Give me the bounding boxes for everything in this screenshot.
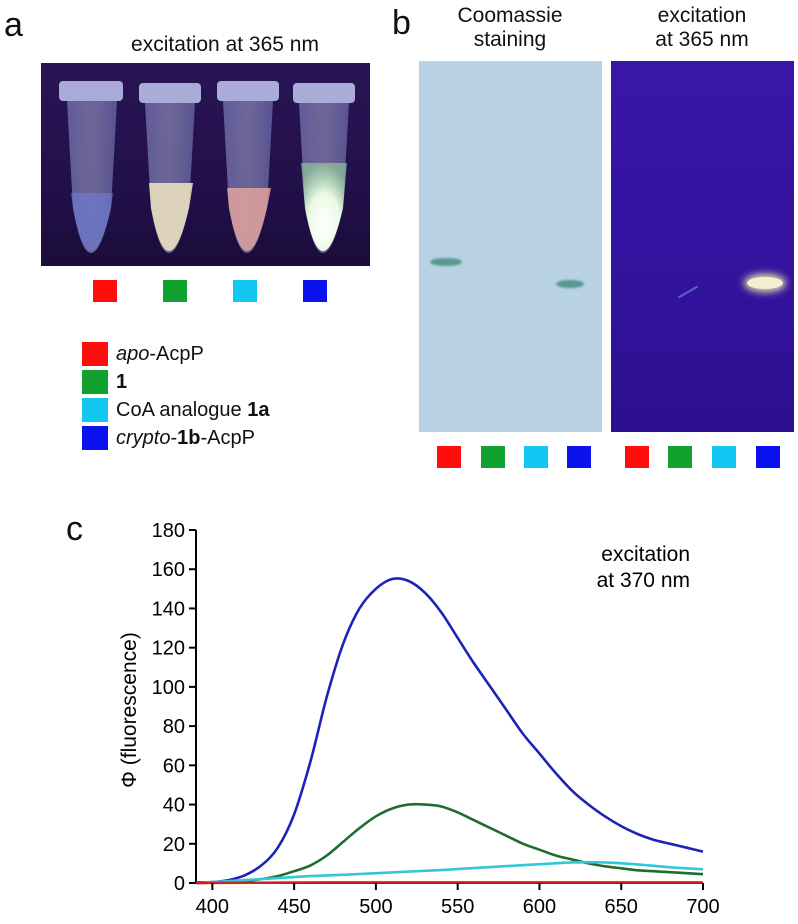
- swatch-b-cyan-2: [712, 446, 736, 468]
- legend-label: CoA analogue 1a: [116, 398, 270, 421]
- x-tick-label: 450: [277, 896, 310, 918]
- y-tick-label: 180: [152, 520, 185, 542]
- swatch-b-red-1: [437, 446, 461, 468]
- swatch-b-green-1: [481, 446, 505, 468]
- tubes-illustration: [59, 81, 355, 253]
- swatch-b-blue-2: [756, 446, 780, 468]
- legend-label: crypto-1b-AcpP: [116, 426, 255, 449]
- panel-c-letter: c: [66, 510, 83, 548]
- chart-annotation-2: at 370 nm: [597, 569, 690, 592]
- swatch-b-blue-1: [567, 446, 591, 468]
- y-tick-label: 140: [152, 598, 185, 620]
- legend-item-crypto: crypto-1b-AcpP: [82, 425, 255, 451]
- panel-b-letter: b: [392, 4, 411, 42]
- swatch-a-cyan: [233, 280, 257, 302]
- panel-a-letter: a: [4, 6, 23, 44]
- tubes-photo: [41, 63, 370, 266]
- gel-band-1: [430, 258, 462, 266]
- y-tick-label: 120: [152, 638, 185, 660]
- swatch-b-cyan-1: [524, 446, 548, 468]
- series-line-3: [195, 881, 703, 885]
- legend-label: apo-AcpP: [116, 342, 204, 365]
- swatch-a-red: [93, 280, 117, 302]
- fluor-band: [747, 277, 783, 289]
- y-tick-label: 100: [152, 677, 185, 699]
- series-line-2: [195, 860, 704, 885]
- chart-annotation-1: excitation: [601, 543, 690, 566]
- tube-caps: [59, 81, 355, 103]
- x-tick-label: 400: [196, 896, 229, 918]
- fluor-streak: [677, 285, 699, 299]
- y-tick-label: 0: [174, 873, 185, 895]
- fluorescence-spectrum-chart: 0 20 40 60 80 100 120 140 160 180 400 450 500 550 600 6…: [118, 520, 720, 918]
- series-line-1: [195, 802, 704, 885]
- series-line-0: [195, 577, 704, 884]
- x-tick-label: 500: [359, 896, 392, 918]
- y-tick-label: 20: [163, 834, 185, 856]
- y-tick-label: 80: [163, 716, 185, 738]
- legend-item-1: 1: [82, 369, 127, 395]
- legend-swatch-red: [82, 342, 108, 366]
- panel-b-caption-left: Coomassie staining: [457, 4, 563, 51]
- panel-a-caption: excitation at 365 nm: [131, 33, 319, 56]
- legend-item-apo: apo-AcpP: [82, 341, 204, 367]
- legend-swatch-blue: [82, 426, 108, 450]
- legend-label: 1: [116, 370, 128, 393]
- x-tick-label: 700: [686, 896, 719, 918]
- legend-swatch-green: [82, 370, 108, 394]
- legend-item-1a: CoA analogue 1a: [82, 397, 269, 423]
- y-tick-label: 60: [163, 755, 185, 777]
- x-tick-label: 550: [441, 896, 474, 918]
- coomassie-gel: [419, 61, 602, 432]
- swatch-a-blue: [303, 280, 327, 302]
- panel-b-caption-right: excitation at 365 nm: [655, 4, 749, 51]
- y-axis-label: Φ (fluorescence): [118, 632, 141, 788]
- gel-band-2: [556, 280, 584, 288]
- y-tick-label: 40: [163, 795, 185, 817]
- x-tick-label: 600: [523, 896, 556, 918]
- swatch-a-green: [163, 280, 187, 302]
- fluorescence-gel: [611, 61, 794, 432]
- swatch-b-green-2: [668, 446, 692, 468]
- x-tick-label: 650: [605, 896, 638, 918]
- legend-swatch-cyan: [82, 398, 108, 422]
- y-tick-label: 160: [152, 559, 185, 581]
- swatch-b-red-2: [625, 446, 649, 468]
